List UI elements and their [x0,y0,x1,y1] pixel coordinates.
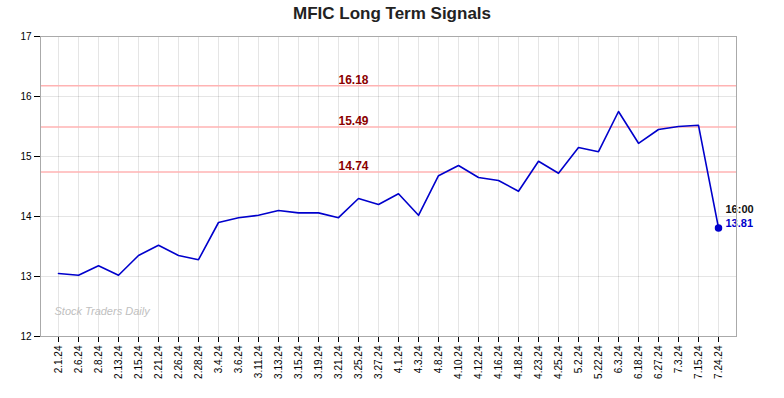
svg-text:3.21.24: 3.21.24 [333,345,344,379]
svg-text:14.74: 14.74 [339,159,369,173]
svg-text:17: 17 [20,31,32,42]
svg-text:6.27.24: 6.27.24 [653,345,664,379]
svg-text:6.18.24: 6.18.24 [633,345,644,379]
svg-text:4.18.24: 4.18.24 [513,345,524,379]
svg-text:4.1.24: 4.1.24 [393,345,404,373]
svg-text:15.49: 15.49 [339,114,369,128]
svg-text:4.25.24: 4.25.24 [553,345,564,379]
svg-text:4.10.24: 4.10.24 [453,345,464,379]
svg-text:3.11.24: 3.11.24 [253,345,264,378]
svg-text:7.15.24: 7.15.24 [693,345,704,379]
svg-text:4.3.24: 4.3.24 [413,345,424,373]
svg-text:13.81: 13.81 [726,217,754,229]
svg-text:2.26.24: 2.26.24 [173,345,184,379]
html-text:MFIC Long Term Signals: MFIC Long Term Signals [293,4,491,23]
svg-text:14: 14 [20,211,32,222]
svg-text:4.12.24: 4.12.24 [473,345,484,379]
svg-text:4.16.24: 4.16.24 [493,345,504,379]
svg-text:2.21.24: 2.21.24 [153,345,164,379]
svg-text:7.3.24: 7.3.24 [673,345,684,373]
svg-text:4.23.24: 4.23.24 [533,345,544,379]
svg-text:15: 15 [20,151,32,162]
svg-text:5.22.24: 5.22.24 [593,345,604,379]
svg-text:3.4.24: 3.4.24 [213,345,224,373]
svg-text:2.1.24: 2.1.24 [53,345,64,373]
svg-text:4.8.24: 4.8.24 [433,345,444,373]
svg-text:3.13.24: 3.13.24 [273,345,284,379]
svg-text:3.15.24: 3.15.24 [293,345,304,379]
svg-text:3.6.24: 3.6.24 [233,345,244,373]
svg-text:3.25.24: 3.25.24 [353,345,364,379]
svg-text:2.13.24: 2.13.24 [113,345,124,379]
svg-text:2.8.24: 2.8.24 [93,345,104,373]
svg-text:2.15.24: 2.15.24 [133,345,144,379]
svg-text:16: 16 [20,91,32,102]
svg-text:16.18: 16.18 [339,73,369,87]
svg-text:2.6.24: 2.6.24 [73,345,84,373]
svg-text:2.28.24: 2.28.24 [193,345,204,379]
svg-text:3.27.24: 3.27.24 [373,345,384,379]
svg-text:6.3.24: 6.3.24 [613,345,624,373]
svg-text:3.19.24: 3.19.24 [313,345,324,379]
svg-text:7.24.24: 7.24.24 [713,345,724,379]
svg-text:Stock Traders Daily: Stock Traders Daily [55,305,152,317]
svg-text:12: 12 [20,331,32,342]
svg-text:13: 13 [20,271,32,282]
svg-text:5.2.24: 5.2.24 [573,345,584,373]
svg-text:16:00: 16:00 [726,203,754,215]
